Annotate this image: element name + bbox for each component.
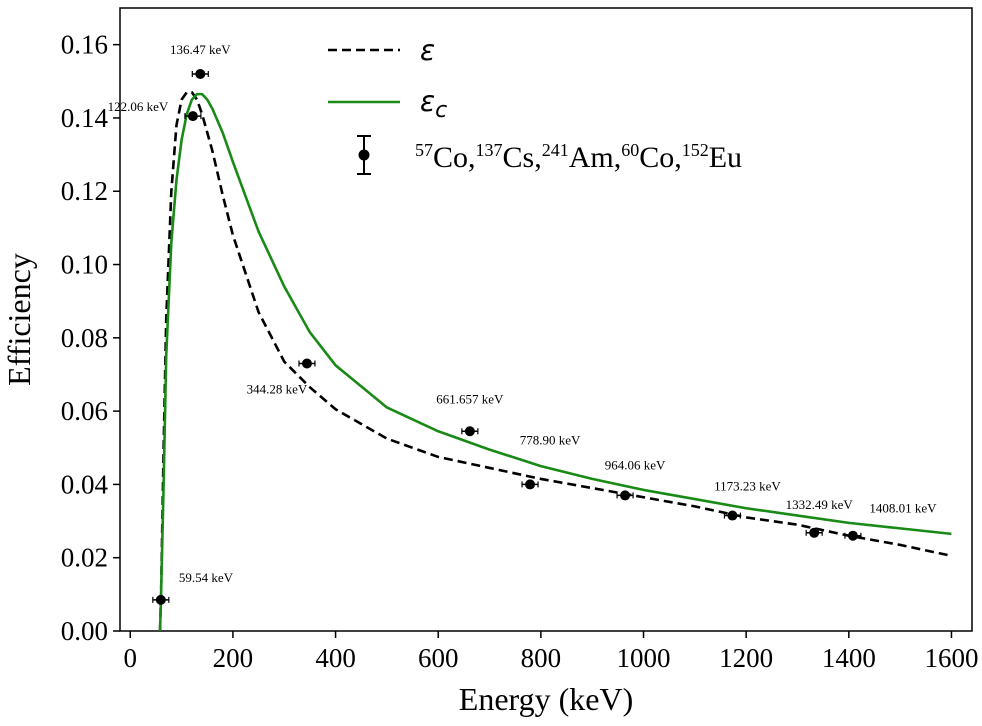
x-tick-label: 200 — [213, 643, 254, 673]
x-tick-label: 1600 — [924, 643, 978, 673]
legend-isotope-element: Eu — [709, 141, 742, 174]
legend-isotope-element: Cs, — [503, 141, 542, 174]
data-point — [298, 358, 316, 369]
data-point — [521, 479, 539, 490]
series-lines — [158, 90, 952, 632]
y-tick-label: 0.14 — [61, 103, 109, 133]
data-point — [844, 530, 862, 541]
data-point-label: 778.90 keV — [520, 432, 581, 447]
legend-epsilon-label: ε — [420, 34, 435, 67]
legend-isotope-element: Am, — [569, 141, 622, 174]
data-point — [805, 527, 823, 538]
legend-isotope-mass: 60 — [621, 140, 639, 160]
axes — [119, 7, 973, 632]
plot-area-frame — [119, 7, 973, 632]
data-point-label: 344.28 keV — [247, 381, 308, 396]
data-point-label: 1408.01 keV — [869, 501, 937, 516]
legend-isotope-mass: 152 — [682, 140, 709, 160]
data-point-label: 1173.23 keV — [714, 479, 781, 494]
y-tick-label: 0.04 — [61, 469, 109, 499]
y-tick-label: 0.10 — [61, 250, 108, 280]
x-tick-label: 1400 — [822, 643, 876, 673]
legend-errorbar-marker — [357, 135, 371, 175]
y-axis-ticks: 0.00 0.02 0.04 0.06 0.08 0.10 0.12 0.14 0.16 — [61, 30, 120, 646]
x-tick-label: 400 — [315, 643, 356, 673]
x-tick-label: 600 — [418, 643, 459, 673]
data-point-label: 1332.49 keV — [786, 497, 854, 512]
legend-isotope-mass: 137 — [476, 140, 503, 160]
legend-sources-label: 57Co,137Cs,241Am,60Co,152Eu — [415, 140, 742, 174]
x-tick-label: 0 — [124, 643, 138, 673]
x-tick-label: 800 — [521, 643, 562, 673]
legend: ε εc 57Co,137Cs,241Am,60Co,152Eu — [328, 34, 742, 175]
data-point-label: 661.657 keV — [436, 391, 504, 406]
data-point — [184, 111, 202, 122]
data-point — [616, 490, 634, 501]
data-point-label: 964.06 keV — [605, 457, 666, 472]
legend-isotope-element: Co, — [639, 141, 682, 174]
data-point-label: 59.54 keV — [179, 570, 234, 585]
y-tick-label: 0.08 — [61, 323, 108, 353]
legend-isotope-element: Co, — [433, 141, 476, 174]
epsilon-dashed-line — [158, 90, 952, 632]
y-tick-label: 0.02 — [61, 543, 108, 573]
data-point — [152, 594, 170, 605]
data-point — [461, 426, 479, 437]
y-tick-label: 0.16 — [61, 30, 108, 60]
data-point — [723, 510, 742, 521]
x-tick-label: 1200 — [719, 643, 773, 673]
y-tick-label: 0.06 — [61, 396, 108, 426]
x-axis-label: Energy (keV) — [459, 681, 633, 717]
data-point-label: 136.47 keV — [170, 42, 231, 57]
x-axis-ticks: 0 200 400 600 800 1000 1200 1400 1600 — [124, 631, 978, 673]
legend-isotope-mass: 57 — [415, 140, 433, 160]
legend-isotope-mass: 241 — [542, 140, 569, 160]
data-point-label: 122.06 keV — [108, 99, 169, 114]
legend-epsilon-c-label: εc — [420, 85, 447, 123]
data-point — [191, 68, 209, 79]
x-tick-label: 1000 — [617, 643, 671, 673]
data-labels: 59.54 keV 122.06 keV 136.47 keV 344.28 keV 6… — [108, 42, 938, 585]
y-tick-label: 0.12 — [61, 176, 108, 206]
y-axis-label: Efficiency — [1, 253, 37, 386]
data-points — [152, 68, 862, 605]
epsilon-c-solid-line — [158, 92, 952, 632]
y-tick-label: 0.00 — [61, 616, 108, 646]
